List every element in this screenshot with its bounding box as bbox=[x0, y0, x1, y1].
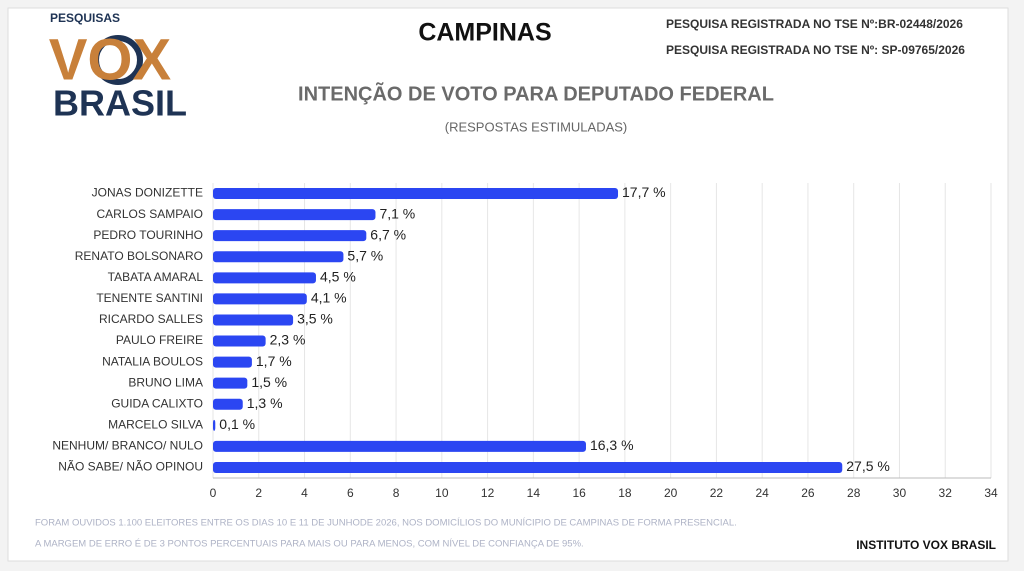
value-label: 3,5 % bbox=[297, 311, 333, 327]
x-tick-label: 28 bbox=[847, 486, 861, 500]
y-tick-label: CARLOS SAMPAIO bbox=[97, 207, 203, 221]
source: INSTITUTO VOX BRASIL bbox=[856, 538, 996, 552]
y-tick-label: PEDRO TOURINHO bbox=[93, 228, 203, 242]
value-label: 1,3 % bbox=[247, 395, 283, 411]
logo-main: VOX bbox=[49, 27, 172, 92]
bar bbox=[213, 419, 216, 431]
x-tick-label: 22 bbox=[710, 486, 724, 500]
logo-top: PESQUISAS bbox=[50, 11, 120, 25]
bar bbox=[213, 293, 307, 305]
y-tick-label: GUIDA CALIXTO bbox=[111, 396, 203, 410]
chart-subtitle: (RESPOSTAS ESTIMULADAS) bbox=[445, 119, 628, 134]
value-label: 16,3 % bbox=[590, 437, 634, 453]
y-tick-label: NÃO SABE/ NÃO OPINOU bbox=[58, 460, 203, 474]
x-tick-label: 18 bbox=[618, 486, 632, 500]
x-tick-label: 30 bbox=[893, 486, 907, 500]
y-tick-label: BRUNO LIMA bbox=[128, 375, 203, 389]
bar bbox=[213, 251, 344, 263]
bar bbox=[213, 398, 243, 410]
x-tick-label: 12 bbox=[481, 486, 495, 500]
registration: PESQUISA REGISTRADA NO TSE Nº: SP-09765/… bbox=[666, 43, 965, 57]
value-label: 4,5 % bbox=[320, 269, 356, 285]
bar bbox=[213, 440, 586, 452]
registration: PESQUISA REGISTRADA NO TSE Nº:BR-02448/2… bbox=[666, 17, 963, 31]
value-label: 0,1 % bbox=[219, 416, 255, 432]
y-tick-label: NATALIA BOULOS bbox=[102, 354, 203, 368]
y-tick-label: TABATA AMARAL bbox=[108, 270, 204, 284]
x-tick-label: 34 bbox=[984, 486, 998, 500]
y-tick-label: NENHUM/ BRANCO/ NULO bbox=[52, 439, 203, 453]
footnote: A MARGEM DE ERRO É DE 3 PONTOS PERCENTUA… bbox=[35, 539, 584, 550]
x-tick-label: 8 bbox=[393, 486, 400, 500]
x-tick-label: 32 bbox=[939, 486, 953, 500]
city-title: CAMPINAS bbox=[418, 19, 551, 47]
value-label: 6,7 % bbox=[370, 226, 406, 242]
x-tick-label: 14 bbox=[527, 486, 541, 500]
value-label: 5,7 % bbox=[347, 247, 383, 263]
bar bbox=[213, 209, 376, 221]
bar bbox=[213, 314, 294, 326]
value-label: 1,7 % bbox=[256, 353, 292, 369]
bar bbox=[213, 272, 316, 284]
x-tick-label: 24 bbox=[755, 486, 769, 500]
value-label: 17,7 % bbox=[622, 184, 666, 200]
x-tick-label: 16 bbox=[572, 486, 586, 500]
x-tick-label: 20 bbox=[664, 486, 678, 500]
bar bbox=[213, 461, 843, 473]
y-tick-label: TENENTE SANTINI bbox=[96, 291, 203, 305]
x-tick-label: 26 bbox=[801, 486, 815, 500]
chart-title: INTENÇÃO DE VOTO PARA DEPUTADO FEDERAL bbox=[298, 82, 774, 105]
value-label: 7,1 % bbox=[379, 205, 415, 221]
x-tick-label: 0 bbox=[210, 486, 217, 500]
bar bbox=[213, 356, 252, 368]
y-tick-label: PAULO FREIRE bbox=[116, 333, 203, 347]
y-tick-label: JONAS DONIZETTE bbox=[92, 186, 203, 200]
value-label: 4,1 % bbox=[311, 290, 347, 306]
bar bbox=[213, 377, 248, 389]
y-tick-label: MARCELO SILVA bbox=[108, 417, 203, 431]
value-label: 27,5 % bbox=[846, 458, 890, 474]
bar bbox=[213, 335, 266, 347]
y-tick-label: RENATO BOLSONARO bbox=[75, 249, 203, 263]
logo-bottom: BRASIL bbox=[53, 83, 187, 124]
y-tick-label: RICARDO SALLES bbox=[99, 312, 203, 326]
x-tick-label: 10 bbox=[435, 486, 449, 500]
bar bbox=[213, 230, 367, 242]
x-tick-label: 2 bbox=[255, 486, 262, 500]
footnote: FORAM OUVIDOS 1.100 ELEITORES ENTRE OS D… bbox=[35, 518, 737, 529]
bar bbox=[213, 188, 619, 200]
x-tick-label: 6 bbox=[347, 486, 354, 500]
logo-lens bbox=[93, 35, 143, 85]
x-tick-label: 4 bbox=[301, 486, 308, 500]
value-label: 1,5 % bbox=[251, 374, 287, 390]
value-label: 2,3 % bbox=[270, 332, 306, 348]
